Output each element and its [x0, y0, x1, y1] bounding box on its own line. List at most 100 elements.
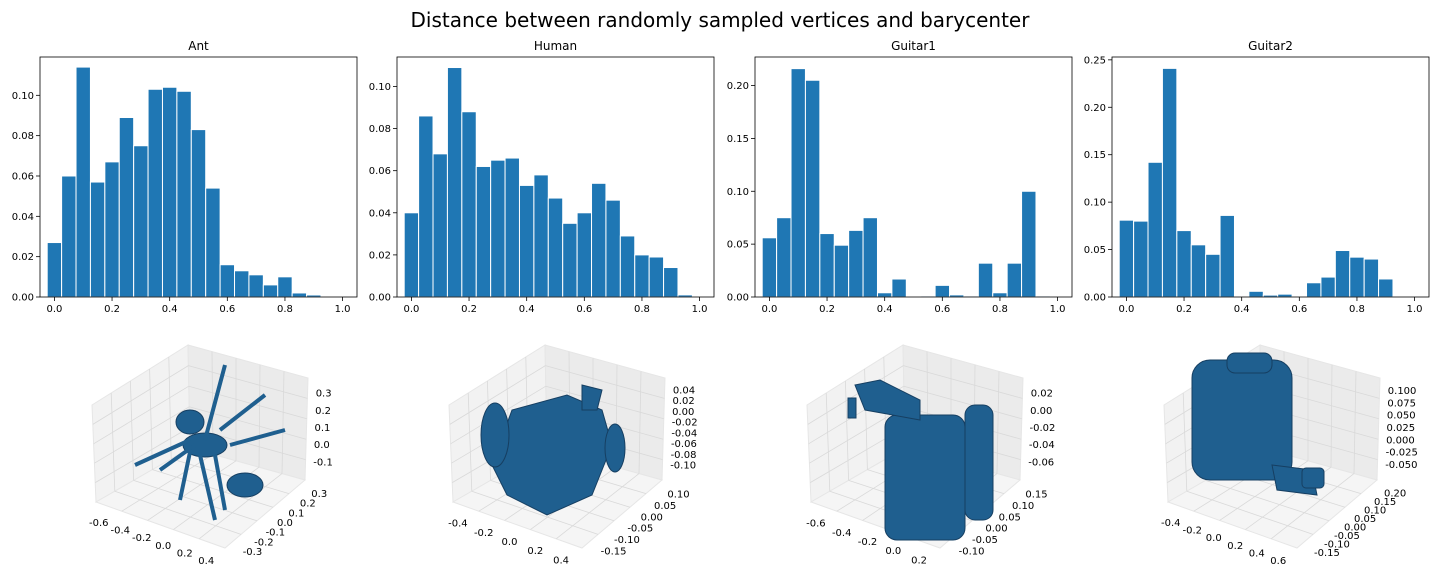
subplot-title: Guitar2 — [1248, 39, 1293, 53]
histogram-bar — [1118, 219, 1135, 298]
grid-line — [281, 371, 285, 474]
y-tick-label: 0.00 — [369, 293, 391, 304]
histogram-bar — [1334, 250, 1351, 298]
y-tick-label: 0.00 — [985, 524, 1007, 535]
histogram-bar — [547, 197, 564, 298]
y-tick-label: 0.08 — [12, 131, 34, 142]
histogram-human: Human 0.0 0.2 0.4 0.6 0.8 1.0 0.00 0.02 0.04 0.06 0… — [369, 39, 715, 315]
histogram-bar — [1378, 278, 1394, 298]
figure-title: Distance between randomly sampled vertic… — [410, 8, 1030, 32]
y-tick-label: 0.15 — [1084, 150, 1106, 161]
x-tick-label: -0.2 — [858, 537, 878, 548]
x-tick-label: 0.0 — [885, 546, 901, 557]
x-tick-label: 0.2 — [1227, 541, 1243, 552]
guitar-neck — [854, 379, 921, 421]
histogram-bar — [819, 233, 835, 298]
grid-line — [168, 356, 172, 459]
grid-line — [258, 364, 261, 468]
x-tick-label: 0.2 — [177, 549, 193, 560]
x-tick-label: 1.0 — [1050, 304, 1066, 315]
histogram-bar — [992, 292, 1008, 298]
grid-line — [555, 473, 640, 540]
grid-line — [198, 473, 283, 540]
x-tick-label: 0.6 — [1270, 556, 1286, 567]
grid-line — [996, 371, 1000, 474]
grid-line — [1330, 364, 1333, 468]
x-tick-label: -0.4 — [448, 519, 468, 530]
x-tick-label: 0.4 — [162, 304, 178, 315]
histogram-bar — [147, 88, 163, 298]
y-tick-label: -0.15 — [1314, 548, 1340, 559]
grid-line — [152, 469, 274, 508]
histogram-bar — [576, 212, 593, 298]
grid-line — [449, 365, 546, 425]
grid-line — [133, 480, 258, 522]
ant-leg — [203, 364, 227, 441]
z-tick-label: -0.06 — [671, 439, 697, 450]
x-tick-label: 0.4 — [198, 556, 214, 567]
y-tick-label: -0.10 — [959, 546, 985, 557]
histogram-bar — [1205, 253, 1221, 298]
z-tick-label: -0.08 — [671, 450, 697, 461]
mesh-surface — [134, 364, 286, 521]
histogram-bar — [75, 66, 91, 298]
histogram-bar — [234, 270, 250, 298]
grid-line — [92, 365, 189, 425]
y-tick-label: -0.10 — [1324, 539, 1350, 550]
histogram-bar — [475, 165, 492, 298]
y-tick-label: -0.05 — [627, 524, 653, 535]
y-tick-label: 0.3 — [311, 489, 327, 500]
grid-line — [1353, 371, 1357, 474]
grid-line — [807, 365, 904, 425]
mesh-surface — [1191, 352, 1325, 496]
x-tick-label: 0.8 — [992, 304, 1008, 315]
grid-line — [1270, 473, 1355, 540]
ant-leg — [134, 438, 191, 467]
y-tick-label: 0.15 — [727, 134, 749, 145]
grid-line — [147, 460, 237, 521]
histogram-bar — [562, 222, 578, 298]
grid-line — [545, 365, 665, 399]
x-tick-label: 0.4 — [519, 304, 535, 315]
histogram-bar — [205, 187, 221, 298]
y-tick-label: 0.10 — [12, 91, 34, 102]
y-tick-label: 0.20 — [1084, 103, 1106, 114]
histogram-bar — [776, 217, 792, 298]
y-tick-label: 0.05 — [727, 240, 749, 251]
histogram-bar — [804, 79, 821, 298]
y-tick-label: 0.10 — [667, 490, 689, 501]
y-tick-label: 0.20 — [727, 81, 749, 92]
y-tick-label: 0.06 — [369, 166, 391, 177]
y-tick-label: 0.10 — [727, 187, 749, 198]
histogram-bar — [176, 90, 192, 298]
grid-line — [121, 454, 214, 512]
ant-leg — [213, 454, 227, 511]
x-tick-label: 0.0 — [761, 304, 777, 315]
histogram-bar — [248, 274, 264, 298]
y-tick-label: 0.00 — [641, 512, 663, 523]
y-tick-label: 0.04 — [369, 208, 391, 219]
x-tick-label: -0.4 — [1161, 518, 1181, 529]
y-tick-label: 0.15 — [1025, 490, 1047, 501]
y-tick-label: 0.05 — [1084, 245, 1106, 256]
y-tick-label: 0.02 — [369, 250, 391, 261]
z-tick-label: -0.04 — [671, 428, 697, 439]
histogram-bar — [790, 68, 806, 298]
mesh-plot-guitar2: -0.4-0.20.00.20.40.6-0.15-0.10-0.050.000… — [1161, 344, 1418, 567]
y-tick-label: -0.2 — [254, 537, 274, 548]
z-tick-label: 0.1 — [315, 423, 331, 434]
z-tick-label: 0.04 — [673, 385, 695, 396]
mesh-plot-human: -0.4-0.20.00.20.4-0.15-0.10-0.050.000.05… — [448, 344, 698, 566]
x-tick-label: 0.2 — [911, 555, 927, 566]
histogram-bar — [1320, 276, 1336, 298]
histogram-bar — [133, 145, 149, 298]
z-tick-label: -0.1 — [313, 457, 333, 468]
histogram-bar — [1161, 67, 1178, 298]
y-tick-label: 0.2 — [300, 499, 316, 510]
guitar-body — [884, 414, 966, 541]
ant-leg — [178, 451, 192, 501]
histogram-bar — [504, 157, 520, 298]
ant-leg — [158, 443, 197, 472]
x-tick-label: -0.2 — [474, 528, 494, 539]
